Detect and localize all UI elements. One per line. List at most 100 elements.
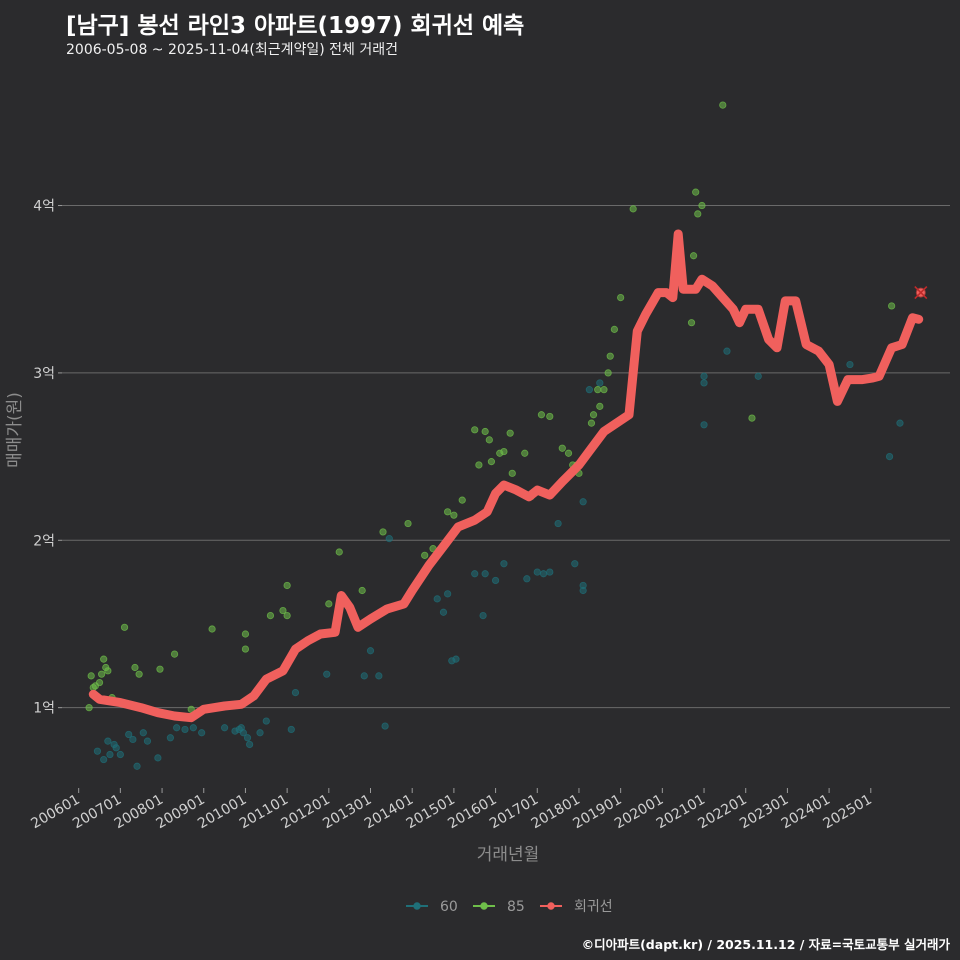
data-point-85	[617, 293, 625, 302]
data-point-85	[266, 612, 275, 620]
data-point-60	[189, 724, 197, 732]
legend-label-85: 85	[507, 899, 525, 915]
data-point-60	[291, 688, 300, 697]
data-point-60	[133, 762, 141, 770]
regression-line-group	[88, 229, 924, 723]
y-tick-label: 2억	[33, 533, 55, 549]
data-point-85	[594, 386, 602, 394]
data-point-85	[104, 667, 112, 675]
data-point-60	[239, 729, 247, 737]
data-point-85	[589, 411, 598, 419]
data-point-85	[135, 670, 143, 678]
data-point-85	[95, 678, 104, 687]
data-point-60	[154, 754, 162, 762]
data-point-85	[690, 252, 698, 260]
data-point-60	[896, 419, 904, 427]
data-point-85	[692, 188, 700, 196]
data-point-85	[606, 352, 614, 360]
data-point-85	[748, 414, 756, 422]
data-point-60	[700, 379, 708, 387]
data-point-85	[481, 427, 489, 436]
data-point-60	[125, 730, 133, 739]
data-point-85	[537, 411, 546, 419]
data-point-60	[104, 737, 112, 745]
data-point-60	[585, 386, 593, 394]
data-point-60	[571, 560, 579, 568]
data-point-60	[116, 750, 124, 759]
data-point-85	[444, 508, 452, 516]
data-point-60	[885, 452, 894, 461]
chart-subtitle: 2006-05-08 ~ 2025-11-04(최근계약일) 전체 거래건	[66, 42, 398, 58]
caption: ©디아파트(dapt.kr) / 2025.11.12 / 자료=국토교통부 실…	[581, 937, 950, 952]
data-point-60	[262, 717, 270, 725]
data-point-85	[596, 402, 604, 410]
data-point-85	[604, 369, 612, 377]
data-point-85	[325, 600, 333, 608]
data-point-60	[93, 747, 102, 755]
data-point-60	[846, 360, 854, 369]
data-point-60	[471, 570, 479, 578]
y-tick-label: 4억	[33, 199, 55, 215]
legend-label-회귀선: 회귀선	[574, 899, 613, 915]
data-point-60	[173, 724, 181, 732]
data-point-85	[629, 205, 637, 213]
legend-label-60: 60	[440, 899, 458, 915]
data-point-85	[156, 665, 164, 673]
data-point-60	[479, 612, 487, 620]
data-point-85	[208, 625, 216, 633]
data-point-85	[358, 586, 366, 595]
data-point-85	[487, 458, 496, 466]
data-point-60	[381, 722, 389, 730]
x-axis-ticks: 2006012007012008012009012010012011012012…	[28, 788, 875, 833]
data-point-85	[131, 663, 139, 672]
data-point-60	[579, 581, 587, 590]
data-point-85	[508, 469, 516, 477]
y-tick-label: 1억	[33, 701, 55, 717]
data-point-60	[523, 575, 531, 583]
data-point-85	[458, 496, 466, 504]
data-point-60	[554, 519, 562, 528]
data-point-85	[521, 449, 529, 457]
data-point-60	[198, 729, 206, 737]
data-point-60	[481, 570, 489, 578]
data-point-85	[379, 528, 387, 536]
data-point-60	[166, 734, 174, 742]
data-point-60	[243, 734, 252, 742]
data-point-60	[246, 740, 254, 749]
data-point-60	[754, 372, 762, 380]
data-point-85	[241, 645, 250, 653]
data-point-60	[323, 670, 331, 678]
data-point-60	[539, 570, 548, 578]
data-point-85	[279, 606, 287, 615]
data-point-85	[404, 519, 412, 528]
data-point-85	[888, 302, 896, 310]
data-point-60	[700, 372, 708, 380]
data-point-60	[491, 576, 500, 585]
data-point-60	[256, 729, 264, 737]
data-point-85	[85, 704, 93, 712]
data-point-85	[506, 429, 514, 437]
data-point-85	[283, 612, 291, 620]
data-point-85	[694, 210, 702, 218]
data-point-85	[87, 672, 95, 680]
predicted-marker-group	[914, 286, 928, 300]
data-point-85	[558, 444, 566, 452]
data-point-60	[385, 535, 393, 543]
data-point-85	[120, 623, 129, 631]
data-point-60	[444, 590, 452, 598]
data-point-85	[687, 319, 696, 327]
legend-key-point	[547, 902, 555, 910]
data-point-60	[546, 568, 554, 576]
data-point-85	[170, 650, 179, 658]
legend-key-point	[413, 902, 421, 910]
data-point-85	[335, 548, 343, 556]
data-point-60	[366, 647, 375, 655]
y-tick-label: 3억	[33, 366, 55, 382]
x-tick-label: 202501	[820, 792, 874, 833]
data-point-60	[110, 740, 118, 749]
data-point-85	[485, 436, 493, 444]
data-point-85	[283, 581, 291, 590]
data-point-85	[450, 511, 458, 519]
data-point-60	[723, 347, 731, 355]
